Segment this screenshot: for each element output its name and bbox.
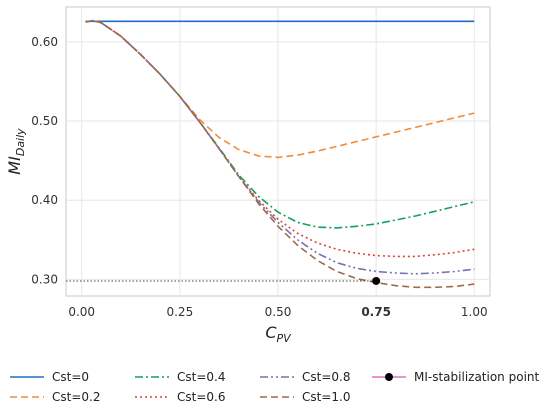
legend-label: Cst=0.8 <box>302 370 350 384</box>
y-axis-label: MIDaily <box>5 128 27 175</box>
legend-item-Cst=0.4: Cst=0.4 <box>135 370 225 384</box>
legend-label: MI-stabilization point <box>414 370 540 384</box>
stabilization-point-marker <box>372 276 381 285</box>
y-tick-label: 0.50 <box>31 114 58 128</box>
legend-label: Cst=0.2 <box>52 390 100 404</box>
legend-item-Cst=0.2: Cst=0.2 <box>10 390 100 404</box>
legend-marker <box>385 373 393 381</box>
legend-item-Cst=1.0: Cst=1.0 <box>260 390 350 404</box>
x-tick-label: 0.25 <box>166 305 193 319</box>
x-tick-label: 0.50 <box>265 305 292 319</box>
legend-item-MI-stabilization point: MI-stabilization point <box>372 370 540 384</box>
x-tick-label: 0.75 <box>361 305 391 319</box>
legend-item-Cst=0.8: Cst=0.8 <box>260 370 350 384</box>
y-tick-label: 0.60 <box>31 35 58 49</box>
x-tick-label: 1.00 <box>461 305 488 319</box>
legend-item-Cst=0.6: Cst=0.6 <box>135 390 225 404</box>
x-axis-label: CPV <box>265 323 292 345</box>
legend-item-Cst=0: Cst=0 <box>10 370 89 384</box>
legend-label: Cst=1.0 <box>302 390 350 404</box>
y-tick-label: 0.30 <box>31 272 58 286</box>
legend-label: Cst=0 <box>52 370 89 384</box>
series-line-Cst=1.0 <box>85 19 475 289</box>
series-line-Cst=0.8 <box>85 19 475 275</box>
series-line-Cst=0.2 <box>85 19 475 159</box>
legend-label: Cst=0.6 <box>177 390 225 404</box>
y-tick-label: 0.40 <box>31 193 58 207</box>
legend-label: Cst=0.4 <box>177 370 225 384</box>
x-tick-label: 0.00 <box>68 305 95 319</box>
